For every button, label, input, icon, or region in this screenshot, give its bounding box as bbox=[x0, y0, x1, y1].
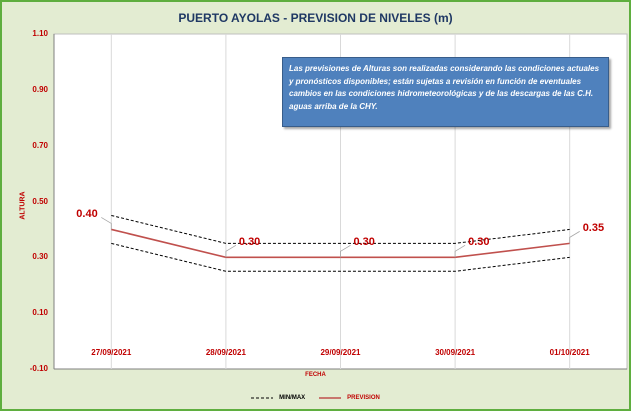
data-label: 0.30 bbox=[238, 236, 261, 249]
series-max-line bbox=[111, 214, 570, 244]
x-tick-label: 01/10/2021 bbox=[549, 348, 590, 357]
legend-swatch-prevision bbox=[319, 397, 342, 399]
chart-legend: MIN/MAX PREVISION bbox=[2, 391, 629, 405]
data-label-leader bbox=[340, 244, 351, 258]
data-label: 0.30 bbox=[468, 236, 490, 249]
x-tick-label: 27/09/2021 bbox=[91, 348, 132, 357]
y-axis-label: ALTURA bbox=[19, 191, 27, 220]
legend-item-prevision: PREVISION bbox=[319, 395, 380, 401]
y-tick-label: 0.50 bbox=[32, 196, 48, 206]
data-label-leader bbox=[569, 231, 580, 244]
data-label-leader bbox=[454, 244, 466, 258]
chart-title: PUERTO AYOLAS - PREVISION DE NIVELES (m) bbox=[178, 11, 453, 25]
legend-label-minmax: MIN/MAX bbox=[279, 395, 306, 401]
data-label: 0.35 bbox=[582, 222, 605, 235]
data-label-leader bbox=[225, 244, 237, 258]
y-tick-label: 1.10 bbox=[32, 29, 48, 38]
y-tick-label: -0.10 bbox=[29, 364, 48, 373]
y-tick-label: 0.70 bbox=[32, 140, 48, 150]
data-label-leader bbox=[101, 217, 112, 230]
data-label: 0.40 bbox=[76, 208, 98, 221]
x-tick-label: 29/09/2021 bbox=[320, 348, 361, 357]
legend-label-prevision: PREVISION bbox=[347, 395, 380, 401]
series-min-line bbox=[111, 242, 570, 272]
legend-swatch-minmax bbox=[251, 397, 274, 399]
x-axis-label: FECHA bbox=[305, 372, 326, 378]
y-tick-label: 0.90 bbox=[32, 84, 48, 94]
legend-item-minmax: MIN/MAX bbox=[251, 395, 305, 401]
y-tick-label: 0.30 bbox=[32, 252, 48, 262]
forecast-disclaimer-note: Las previsiones de Alturas son realizada… bbox=[282, 57, 609, 127]
x-tick-label: 30/09/2021 bbox=[435, 348, 476, 357]
x-tick-label: 28/09/2021 bbox=[205, 348, 246, 357]
y-tick-label: 0.10 bbox=[32, 308, 48, 318]
data-label: 0.30 bbox=[353, 236, 375, 249]
